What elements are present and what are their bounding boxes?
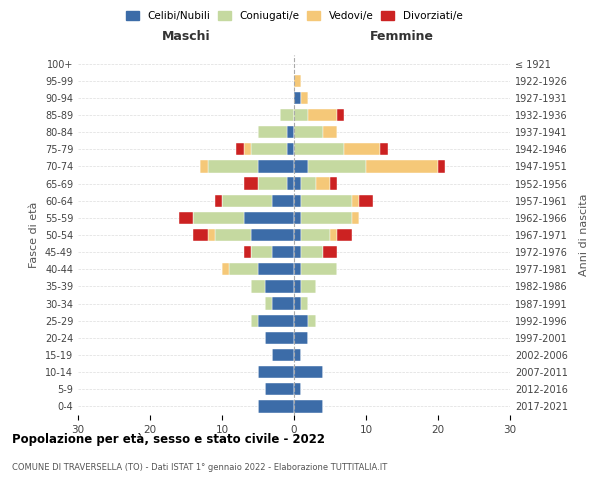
- Bar: [251, 280, 265, 292]
- Bar: [330, 178, 337, 190]
- Bar: [380, 143, 388, 156]
- Bar: [258, 178, 287, 190]
- Bar: [272, 349, 294, 361]
- Bar: [244, 246, 251, 258]
- Bar: [265, 383, 294, 396]
- Bar: [287, 126, 294, 138]
- Bar: [294, 160, 308, 172]
- Bar: [366, 160, 438, 172]
- Bar: [294, 143, 344, 156]
- Bar: [287, 143, 294, 156]
- Bar: [294, 178, 301, 190]
- Bar: [265, 280, 294, 292]
- Bar: [222, 194, 272, 207]
- Bar: [316, 178, 330, 190]
- Bar: [258, 126, 287, 138]
- Bar: [272, 298, 294, 310]
- Bar: [215, 229, 251, 241]
- Bar: [438, 160, 445, 172]
- Bar: [352, 194, 359, 207]
- Bar: [323, 246, 337, 258]
- Bar: [236, 143, 244, 156]
- Bar: [287, 178, 294, 190]
- Bar: [301, 92, 308, 104]
- Bar: [301, 194, 352, 207]
- Bar: [179, 212, 193, 224]
- Bar: [294, 332, 308, 344]
- Bar: [294, 109, 308, 121]
- Text: Femmine: Femmine: [370, 30, 434, 43]
- Bar: [258, 160, 294, 172]
- Bar: [200, 160, 208, 172]
- Bar: [294, 229, 301, 241]
- Bar: [294, 263, 301, 276]
- Bar: [294, 314, 308, 327]
- Bar: [258, 366, 294, 378]
- Bar: [244, 212, 294, 224]
- Bar: [265, 332, 294, 344]
- Bar: [258, 263, 294, 276]
- Bar: [258, 314, 294, 327]
- Bar: [301, 178, 316, 190]
- Bar: [294, 383, 301, 396]
- Bar: [301, 212, 352, 224]
- Bar: [344, 143, 380, 156]
- Bar: [352, 212, 359, 224]
- Bar: [251, 229, 294, 241]
- Bar: [208, 229, 215, 241]
- Bar: [280, 109, 294, 121]
- Bar: [294, 126, 323, 138]
- Bar: [301, 263, 337, 276]
- Legend: Celibi/Nubili, Coniugati/e, Vedovi/e, Divorziati/e: Celibi/Nubili, Coniugati/e, Vedovi/e, Di…: [122, 8, 466, 24]
- Bar: [265, 298, 272, 310]
- Bar: [222, 263, 229, 276]
- Bar: [244, 178, 258, 190]
- Bar: [294, 92, 301, 104]
- Bar: [323, 126, 337, 138]
- Bar: [258, 400, 294, 412]
- Bar: [272, 246, 294, 258]
- Bar: [294, 366, 323, 378]
- Bar: [359, 194, 373, 207]
- Y-axis label: Fasce di età: Fasce di età: [29, 202, 39, 268]
- Bar: [308, 160, 366, 172]
- Bar: [272, 194, 294, 207]
- Bar: [301, 229, 330, 241]
- Bar: [208, 160, 258, 172]
- Bar: [330, 229, 337, 241]
- Text: Maschi: Maschi: [161, 30, 211, 43]
- Bar: [308, 109, 337, 121]
- Bar: [251, 314, 258, 327]
- Bar: [294, 246, 301, 258]
- Bar: [294, 74, 301, 87]
- Bar: [244, 143, 251, 156]
- Bar: [229, 263, 258, 276]
- Bar: [337, 229, 352, 241]
- Bar: [308, 314, 316, 327]
- Bar: [294, 400, 323, 412]
- Bar: [215, 194, 222, 207]
- Bar: [294, 212, 301, 224]
- Bar: [294, 280, 301, 292]
- Bar: [193, 229, 208, 241]
- Y-axis label: Anni di nascita: Anni di nascita: [579, 194, 589, 276]
- Bar: [301, 246, 323, 258]
- Text: COMUNE DI TRAVERSELLA (TO) - Dati ISTAT 1° gennaio 2022 - Elaborazione TUTTITALI: COMUNE DI TRAVERSELLA (TO) - Dati ISTAT …: [12, 462, 387, 471]
- Bar: [294, 349, 301, 361]
- Bar: [337, 109, 344, 121]
- Bar: [301, 280, 316, 292]
- Bar: [251, 246, 272, 258]
- Bar: [193, 212, 244, 224]
- Text: Popolazione per età, sesso e stato civile - 2022: Popolazione per età, sesso e stato civil…: [12, 432, 325, 446]
- Bar: [294, 194, 301, 207]
- Bar: [294, 298, 301, 310]
- Bar: [251, 143, 287, 156]
- Bar: [301, 298, 308, 310]
